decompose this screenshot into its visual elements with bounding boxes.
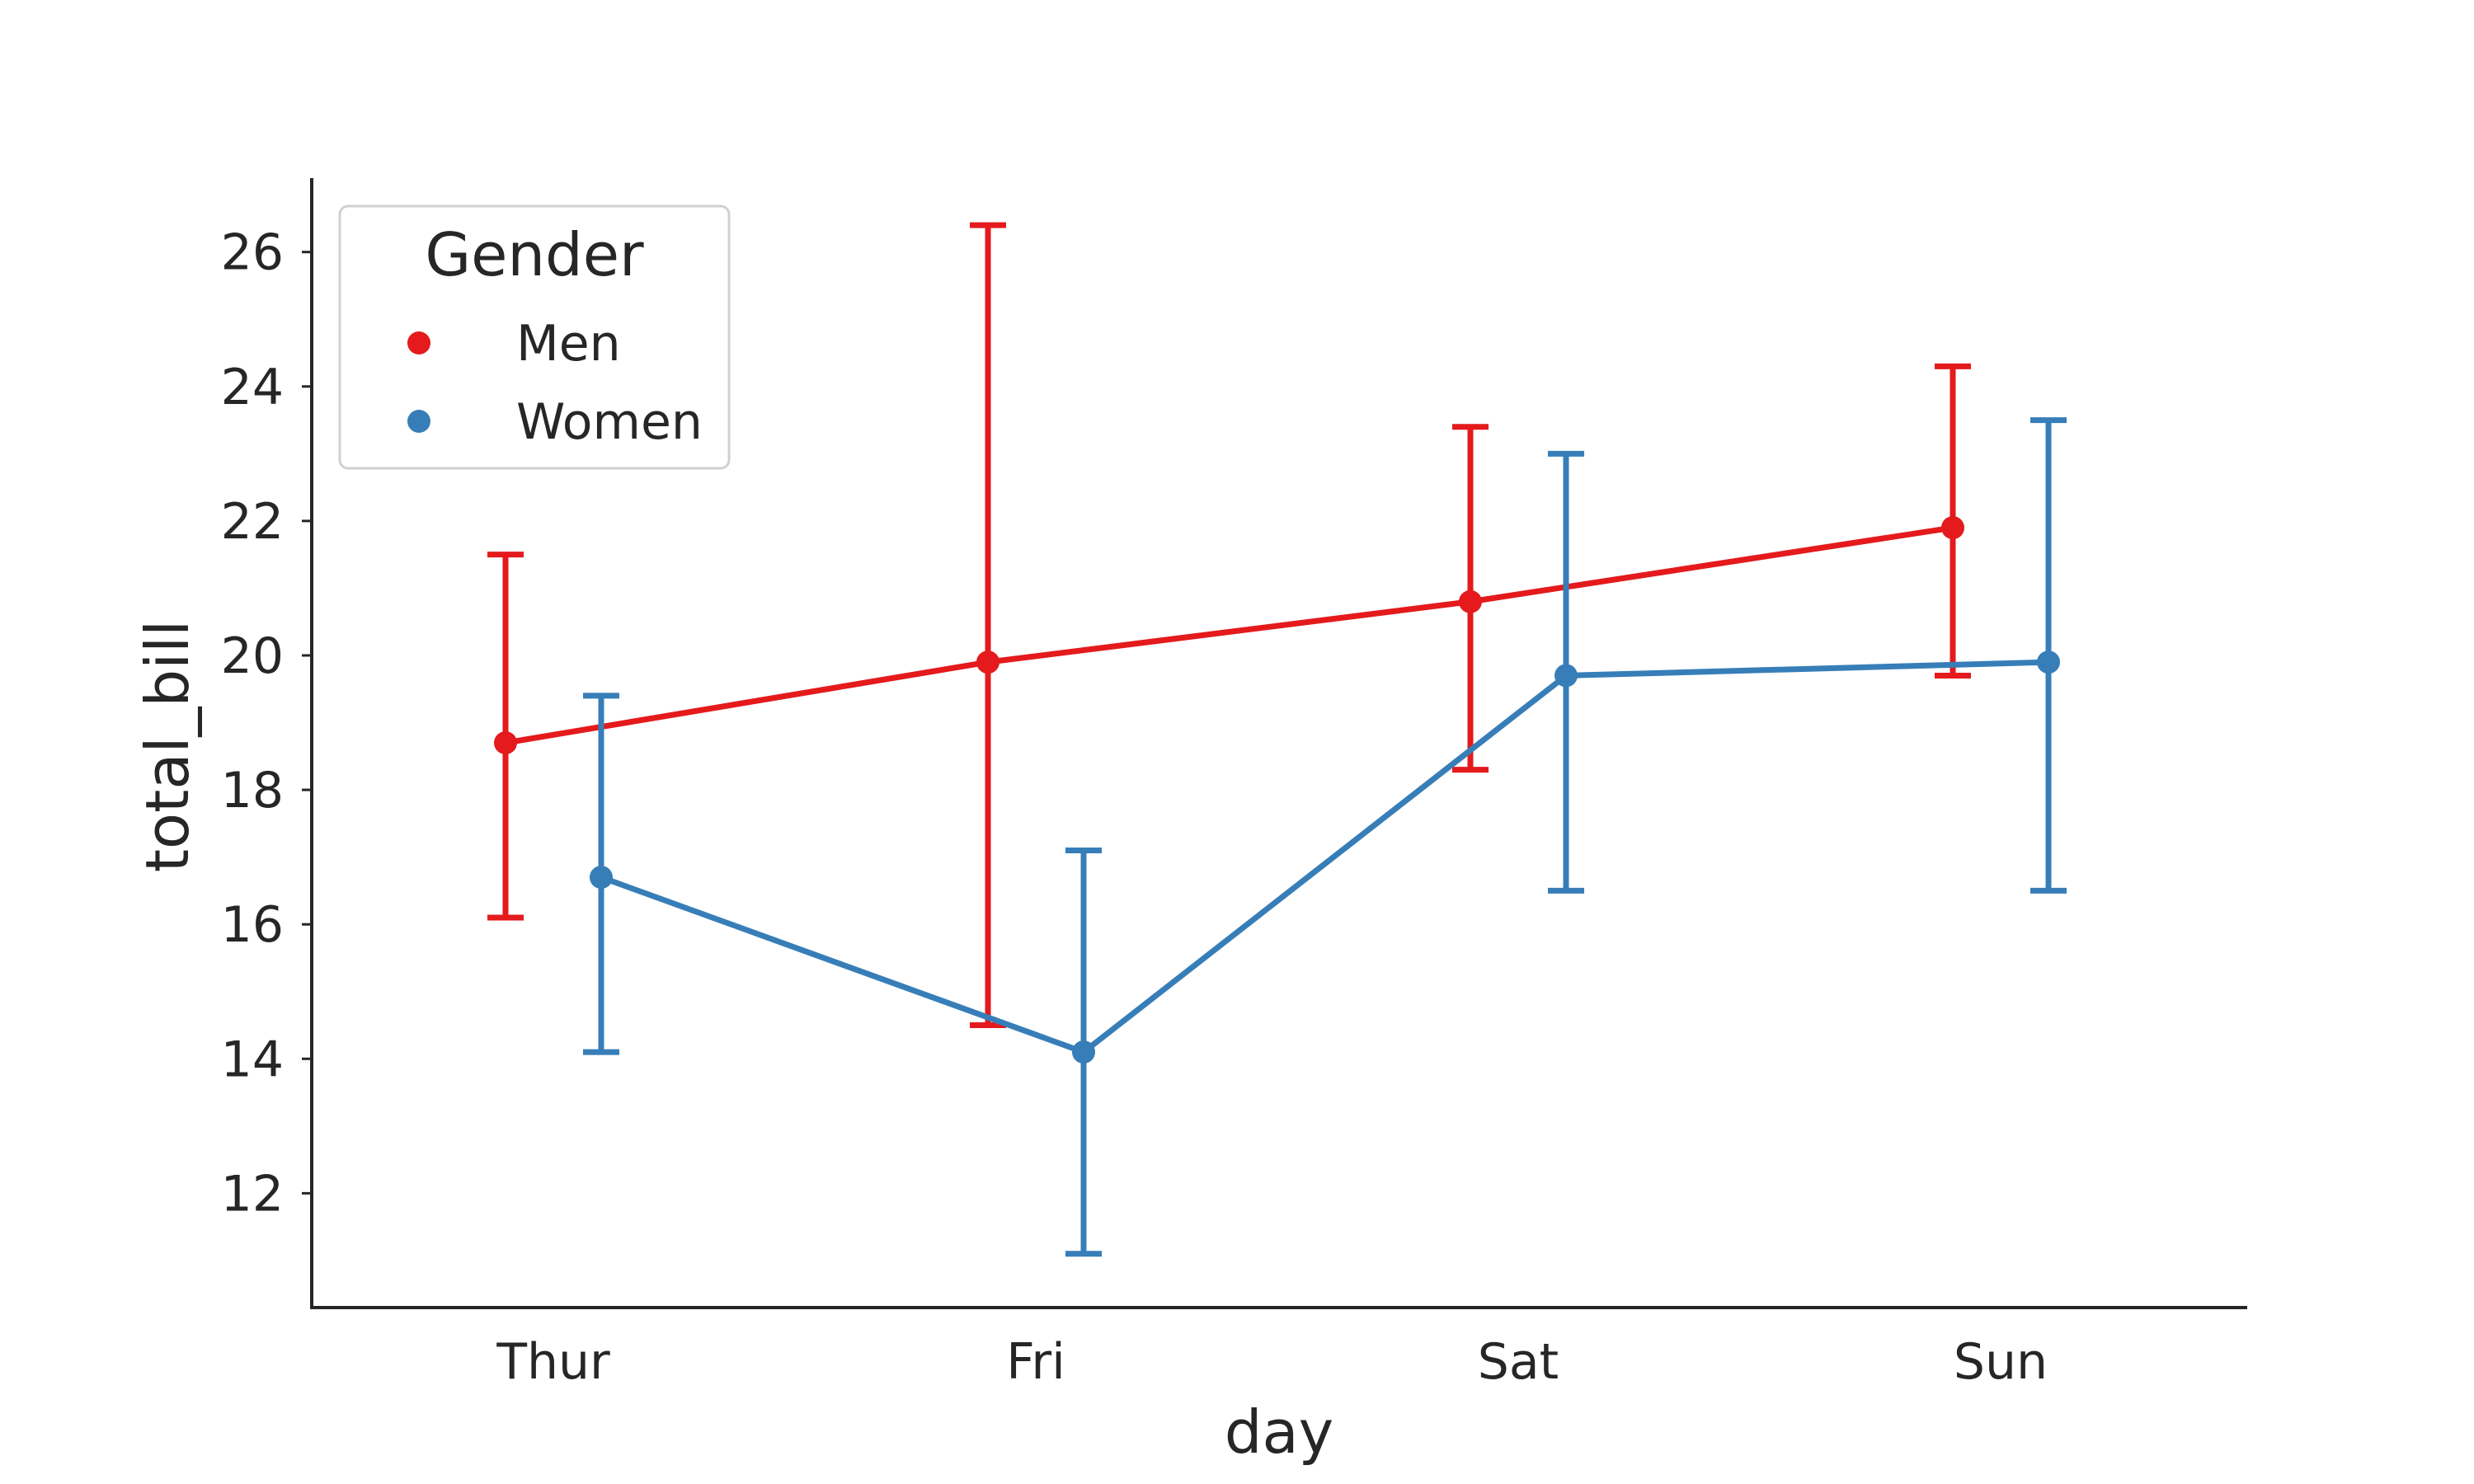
series-line: [505, 524, 1954, 746]
x-axis-label: day: [1225, 1397, 1333, 1467]
legend-title: Gender: [425, 220, 644, 289]
series-line: [600, 659, 2049, 1055]
data-point: [1941, 516, 1964, 540]
series-men: [487, 222, 1971, 1028]
y-tick-label: 18: [221, 762, 284, 819]
legend-label-men: Men: [516, 315, 621, 373]
data-point: [590, 866, 613, 890]
data-point: [494, 731, 517, 754]
y-tick-label: 14: [221, 1031, 284, 1088]
legend: Gender Men Women: [338, 204, 731, 470]
y-tick-label: 24: [221, 359, 284, 416]
series-layer: [487, 222, 2067, 1257]
legend-items: Men Women: [407, 315, 703, 451]
x-tick-label: Sun: [1954, 1333, 2048, 1391]
series-women: [583, 417, 2067, 1257]
y-axis-label: total_bill: [133, 620, 202, 872]
x-tick-labels: Thur Fri Sat Sun: [496, 1333, 2048, 1391]
data-point: [1072, 1040, 1095, 1064]
y-tick-label: 12: [221, 1165, 284, 1223]
x-tick-label: Sat: [1478, 1333, 1559, 1391]
y-tick-label: 20: [221, 627, 284, 685]
legend-marker-men: [407, 331, 430, 355]
data-point: [976, 650, 999, 674]
y-tick-labels: 12 14 16 18 20 22 24 26: [221, 224, 312, 1223]
x-tick-label: Fri: [1006, 1333, 1065, 1391]
data-point: [2037, 650, 2060, 674]
y-tick-label: 26: [221, 224, 284, 282]
data-point: [1459, 589, 1482, 613]
legend-marker-women: [407, 410, 430, 433]
data-point: [1554, 664, 1578, 688]
legend-label-women: Women: [516, 393, 703, 451]
x-tick-label: Thur: [496, 1333, 610, 1391]
y-tick-label: 22: [221, 493, 284, 551]
legend-frame: [338, 204, 731, 470]
y-tick-label: 16: [221, 896, 284, 954]
